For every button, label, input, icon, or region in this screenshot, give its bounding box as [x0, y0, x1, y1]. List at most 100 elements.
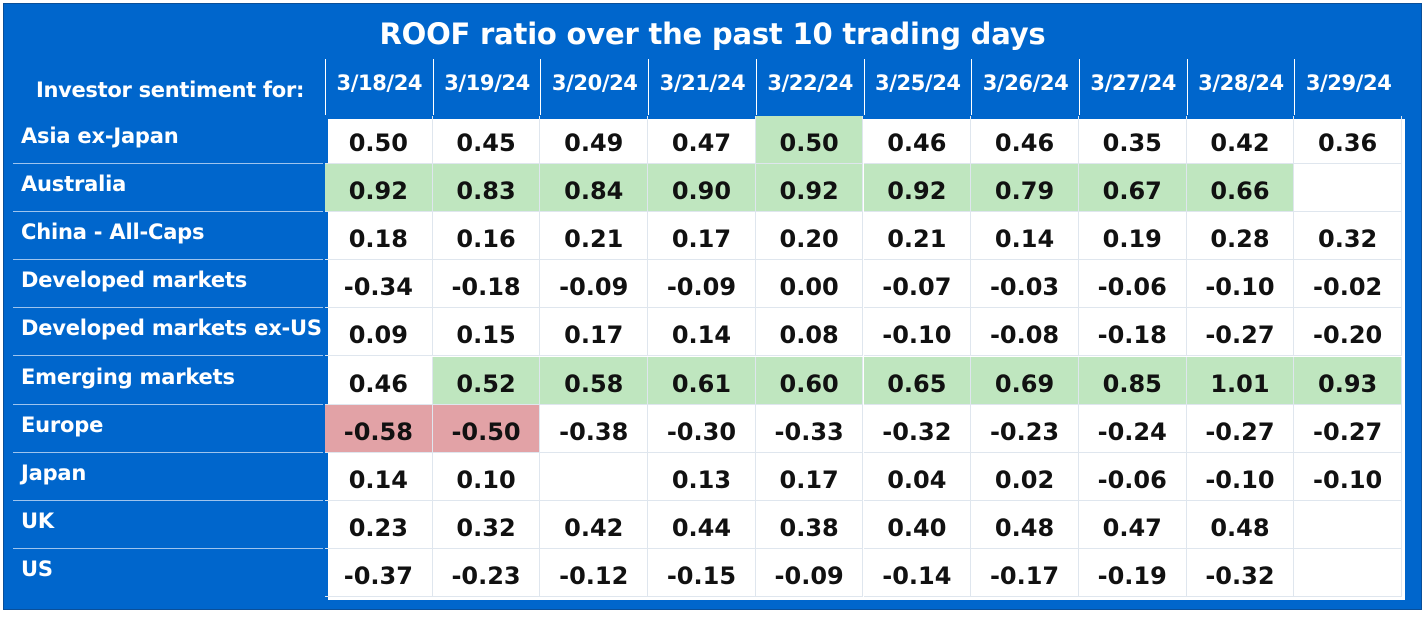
- table-cell: 0.47: [1078, 500, 1187, 549]
- row-header-label: Investor sentiment for:: [35, 78, 305, 102]
- table-cell: -0.07: [863, 260, 972, 309]
- table-cell: 0.46: [863, 116, 972, 165]
- table-cell: 0.00: [755, 260, 864, 309]
- table-cell: -0.12: [540, 548, 649, 597]
- table-cell: 0.14: [325, 452, 433, 501]
- table-cell: 0.23: [325, 500, 433, 549]
- table-cell: 0.79: [971, 164, 1079, 213]
- table-cell: -0.06: [1078, 452, 1187, 501]
- column-header: 3/29/24: [1294, 59, 1402, 115]
- table-cell: -0.30: [648, 404, 756, 453]
- table-cell: 0.02: [971, 452, 1079, 501]
- table-cell: -0.20: [1294, 308, 1402, 357]
- table-cell: 0.67: [1078, 164, 1187, 213]
- table-cell: 0.36: [1294, 116, 1402, 165]
- table-cell: -0.09: [540, 260, 649, 309]
- table-cell: -0.18: [1078, 308, 1187, 357]
- table-cell: 0.46: [325, 356, 433, 405]
- row-label: Emerging markets: [13, 357, 323, 405]
- table-cell: 0.15: [432, 308, 541, 357]
- table-cell: 0.93: [1294, 356, 1402, 405]
- table-cell: 0.61: [648, 356, 756, 405]
- table-cell: -0.08: [971, 308, 1079, 357]
- table-cell: -0.03: [971, 260, 1079, 309]
- table-cell: -0.27: [1186, 404, 1295, 453]
- table-cell: -0.38: [540, 404, 649, 453]
- table-cell: 1.01: [1186, 356, 1295, 405]
- table-cell: -0.10: [1294, 452, 1402, 501]
- table-cell: 0.40: [863, 500, 972, 549]
- table-cell: -0.18: [432, 260, 541, 309]
- table-cell: 0.32: [432, 500, 541, 549]
- table-cell: -0.34: [325, 260, 433, 309]
- row-label: Asia ex-Japan: [13, 116, 323, 165]
- table-cell: 0.13: [648, 452, 756, 501]
- table-cell: 0.50: [755, 116, 864, 165]
- table-cell: 0.92: [755, 164, 864, 213]
- table-cell: 0.14: [648, 308, 756, 357]
- table-cell: 0.52: [432, 356, 541, 405]
- table-cell: -0.58: [325, 404, 433, 453]
- table-cell: -0.23: [971, 404, 1079, 453]
- table-cell: 0.42: [1186, 116, 1295, 165]
- table-cell: 0.92: [863, 164, 972, 213]
- table-cell: -0.02: [1294, 260, 1402, 309]
- table-cell: 0.42: [540, 500, 649, 549]
- column-header: 3/22/24: [755, 59, 864, 115]
- column-header: 3/28/24: [1186, 59, 1295, 115]
- table-cell: 0.49: [540, 116, 649, 165]
- table-cell: 0.90: [648, 164, 756, 213]
- table-cell: 0.35: [1078, 116, 1187, 165]
- table-cell: 0.16: [432, 212, 541, 261]
- row-label: Europe: [13, 405, 323, 453]
- column-header: 3/27/24: [1078, 59, 1187, 115]
- table-cell: 0.04: [863, 452, 972, 501]
- row-label: Japan: [13, 453, 323, 501]
- table-cell: 0.48: [971, 500, 1079, 549]
- table-cell: [1294, 164, 1402, 213]
- table-cell: 0.21: [540, 212, 649, 261]
- table-cell: [1294, 500, 1402, 549]
- column-header: 3/21/24: [648, 59, 756, 115]
- table-cell: -0.10: [863, 308, 972, 357]
- table-cell: 0.45: [432, 116, 541, 165]
- table-cell: -0.14: [863, 548, 972, 597]
- table-cell: -0.24: [1078, 404, 1187, 453]
- table-cell: -0.09: [755, 548, 864, 597]
- table-cell: 0.66: [1186, 164, 1295, 213]
- column-header: 3/19/24: [432, 59, 541, 115]
- table-cell: -0.32: [1186, 548, 1295, 597]
- table-cell: 0.38: [755, 500, 864, 549]
- table-cell: -0.33: [755, 404, 864, 453]
- row-label: Australia: [13, 164, 323, 213]
- row-label: US: [21, 556, 53, 581]
- table-cell: 0.14: [971, 212, 1079, 261]
- table-cell: 0.48: [1186, 500, 1295, 549]
- table-cell: 0.17: [648, 212, 756, 261]
- table-cell: 0.47: [648, 116, 756, 165]
- column-header: 3/25/24: [863, 59, 972, 115]
- table-cell: -0.06: [1078, 260, 1187, 309]
- table-cell: 0.44: [648, 500, 756, 549]
- row-label: China - All-Caps: [13, 212, 323, 261]
- table-cell: -0.50: [432, 404, 541, 453]
- table-cell: 0.08: [755, 308, 864, 357]
- table-cell: -0.10: [1186, 452, 1295, 501]
- table-cell: -0.37: [325, 548, 433, 597]
- column-header: 3/18/24: [325, 59, 433, 115]
- table-cell: -0.10: [1186, 260, 1295, 309]
- row-label: Developed markets ex-US: [13, 308, 323, 357]
- table-cell: [1294, 548, 1402, 597]
- table-cell: -0.17: [971, 548, 1079, 597]
- table-cell: 0.19: [1078, 212, 1187, 261]
- column-header: 3/20/24: [540, 59, 648, 115]
- table-cell: 0.20: [755, 212, 864, 261]
- table-cell: 0.84: [540, 164, 649, 213]
- column-header: 3/26/24: [971, 59, 1079, 115]
- table-cell: -0.15: [648, 548, 756, 597]
- table-cell: -0.27: [1186, 308, 1295, 357]
- row-label: UK: [13, 501, 323, 549]
- table-cell: -0.09: [648, 260, 756, 309]
- table-cell: -0.19: [1078, 548, 1187, 597]
- table-cell: 0.58: [540, 356, 649, 405]
